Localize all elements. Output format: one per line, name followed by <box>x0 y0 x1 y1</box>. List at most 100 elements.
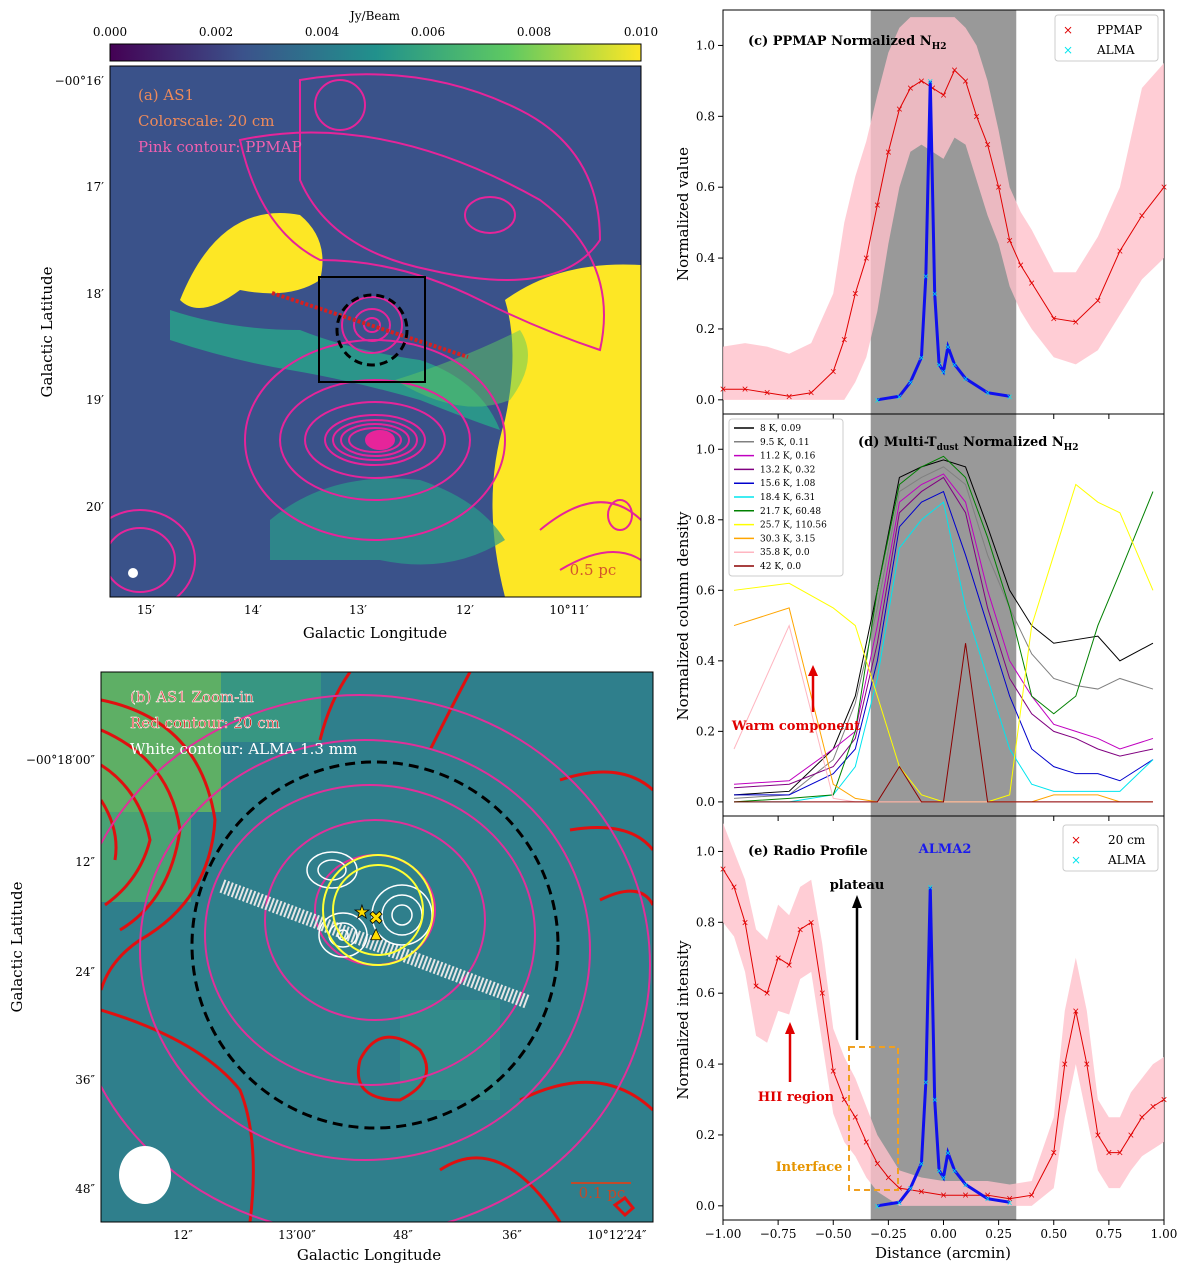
x-tick: 10°12′24″ <box>587 1228 647 1242</box>
data-point: × <box>907 1184 914 1193</box>
beam-b <box>119 1146 171 1204</box>
plateau-label: plateau <box>830 878 885 893</box>
data-point: × <box>1006 392 1013 401</box>
data-point: × <box>719 865 727 875</box>
y-tick-label: 0.4 <box>696 251 715 265</box>
data-point: × <box>918 1159 925 1168</box>
y-tick: 36″ <box>75 1073 95 1087</box>
colorbar-tick: 0.010 <box>624 25 658 39</box>
data-point: × <box>785 961 793 971</box>
data-point: × <box>829 367 837 377</box>
y-tick-label: 1.0 <box>696 38 715 52</box>
data-point: × <box>885 148 893 158</box>
data-point: × <box>931 290 938 299</box>
legend-label: 35.8 K, 0.0 <box>760 548 810 558</box>
data-point: × <box>962 1191 970 1201</box>
triangle-marker: ▲ <box>371 926 382 942</box>
data-point: × <box>1006 236 1014 246</box>
data-point: × <box>1050 314 1058 324</box>
y-tick-label: 0.0 <box>696 393 715 407</box>
legend-label: 13.2 K, 0.32 <box>760 465 815 475</box>
data-point: × <box>807 918 815 928</box>
data-point: × <box>918 1188 926 1198</box>
panel-e-title: (e) Radio Profile <box>748 844 868 859</box>
x-tick: 12′ <box>456 603 474 617</box>
y-tick-label: 0.0 <box>696 1199 715 1213</box>
data-point: × <box>951 1166 958 1175</box>
panel-b: ★ ✖ ▲ 0.1 pc (b) AS1 Zoom-in Red contour… <box>8 672 653 1263</box>
y-tick-label: 0.0 <box>696 795 715 809</box>
x-tick-label: 1.00 <box>1151 1227 1178 1241</box>
scalebar-a: 0.5 pc <box>570 561 617 579</box>
data-point: × <box>874 201 882 211</box>
data-point: × <box>1072 318 1080 328</box>
legend-label: 25.7 K, 110.56 <box>760 521 827 531</box>
hii-region-label: HII region <box>758 1090 835 1105</box>
data-point: × <box>863 254 871 264</box>
x-tick: 36″ <box>502 1228 522 1242</box>
data-point: × <box>1105 1149 1113 1159</box>
data-point: × <box>863 1138 871 1148</box>
legend-c-alma: ALMA <box>1096 43 1135 57</box>
legend-label: 9.5 K, 0.11 <box>760 438 810 448</box>
y-tick-label: 0.6 <box>696 986 715 1000</box>
legend-label: 30.3 K, 3.15 <box>760 534 816 544</box>
data-point: × <box>940 367 947 376</box>
svg-text:×: × <box>1063 43 1073 57</box>
data-point: × <box>1149 1103 1157 1113</box>
data-point: × <box>931 1096 938 1105</box>
colorbar-tick: 0.006 <box>411 25 445 39</box>
y-ticks-a: −00°16′ 17′ 18′ 19′ 20′ <box>55 74 105 514</box>
data-point: × <box>1127 1131 1135 1141</box>
y-tick-label: 0.8 <box>696 109 715 123</box>
data-point: × <box>841 336 849 346</box>
data-point: × <box>829 1067 837 1077</box>
colorbar-tick: 0.004 <box>305 25 340 39</box>
data-point: × <box>763 989 771 999</box>
x-tick: 13′ <box>349 603 367 617</box>
data-point: × <box>927 883 934 892</box>
y-tick-label: 0.4 <box>696 1057 715 1071</box>
data-point: × <box>951 360 958 369</box>
legend-label: 42 K, 0.0 <box>760 562 801 572</box>
data-point: × <box>763 389 771 399</box>
svg-text:(b) AS1 Zoom-in: (b) AS1 Zoom-in <box>130 688 254 706</box>
data-point: × <box>1028 279 1036 289</box>
y-tick-label: 0.6 <box>696 583 715 597</box>
data-point: × <box>923 272 930 281</box>
data-point: × <box>852 1113 860 1123</box>
data-point: × <box>1028 1191 1036 1201</box>
data-point: × <box>923 1078 930 1087</box>
svg-text:White contour: ALMA 1.3 mm: White contour: ALMA 1.3 mm <box>130 740 357 758</box>
svg-text:Red contour: 20 cm: Red contour: 20 cm <box>130 714 280 732</box>
ylabel-c: Normalized value <box>674 147 692 281</box>
data-point: × <box>1116 247 1124 257</box>
ylabel-b: Galactic Latitude <box>8 881 26 1012</box>
x-tick-label: 0.00 <box>930 1227 957 1241</box>
xlabel-b: Galactic Longitude <box>297 1246 441 1263</box>
data-point: × <box>885 1173 893 1183</box>
svg-text:×: × <box>1071 853 1081 867</box>
svg-text:Colorscale: 20 cm: Colorscale: 20 cm <box>138 112 275 130</box>
colorbar <box>110 44 641 61</box>
data-point: × <box>774 954 782 964</box>
data-point: × <box>1138 212 1146 222</box>
data-point: × <box>918 77 926 87</box>
data-point: × <box>741 918 749 928</box>
ylabel-d: Normalized column density <box>674 511 692 720</box>
data-point: × <box>874 1159 882 1169</box>
legend-d: 8 K, 0.099.5 K, 0.1111.2 K, 0.1613.2 K, … <box>729 419 843 576</box>
data-point: × <box>852 290 860 300</box>
data-point: × <box>940 91 948 101</box>
interface-label: Interface <box>776 1160 843 1175</box>
data-point: × <box>1094 297 1102 307</box>
y-tick-label: 0.4 <box>696 654 715 668</box>
x-tick-label: −0.75 <box>760 1227 797 1241</box>
legend-label: 21.7 K, 60.48 <box>760 507 821 517</box>
y-tick-label: 0.6 <box>696 180 715 194</box>
y-tick: 19′ <box>86 393 104 407</box>
colorbar-tick: 0.002 <box>199 25 233 39</box>
data-point: × <box>907 84 915 94</box>
legend-e-20cm: 20 cm <box>1108 833 1146 847</box>
